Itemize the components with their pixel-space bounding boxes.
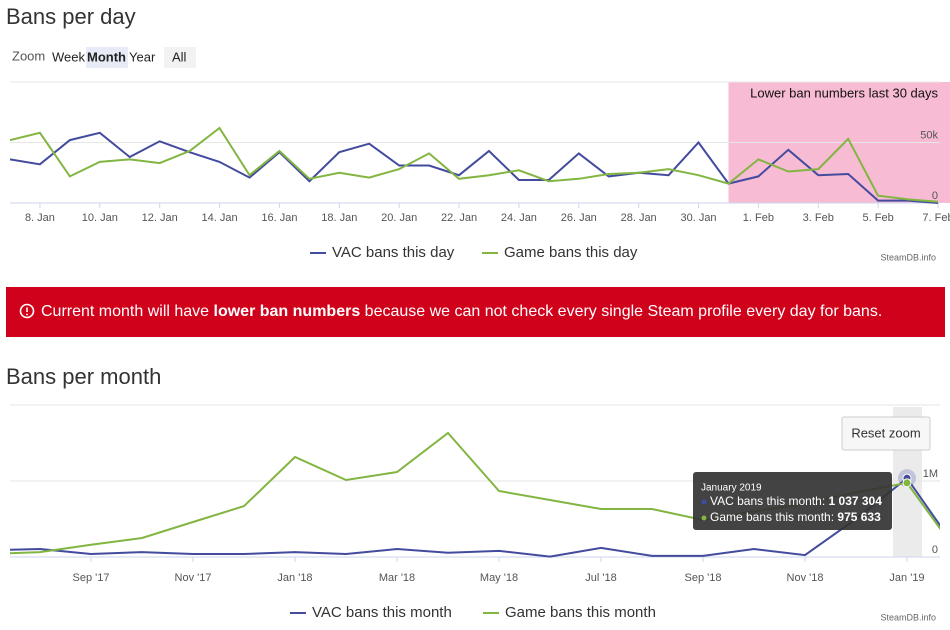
x-tick-label: 1. Feb xyxy=(743,212,774,224)
reset-zoom-label[interactable]: Reset zoom xyxy=(851,425,920,440)
legend-label[interactable]: VAC bans this day xyxy=(332,244,455,261)
legend-item[interactable]: Game bans this day xyxy=(482,244,638,261)
x-tick-label: Nov '17 xyxy=(175,572,212,584)
series-line xyxy=(10,126,939,203)
alert-part: because we can not check every single St… xyxy=(360,303,882,320)
zoom-button[interactable]: Week xyxy=(52,49,85,64)
legend-item[interactable]: VAC bans this month xyxy=(290,604,452,621)
x-tick-label: 18. Jan xyxy=(321,212,357,224)
chart: Bans per month 0 1M Sep '17 Nov '17 Jan '18 Ma… xyxy=(6,364,940,622)
y-tick-label: 1M xyxy=(923,468,938,480)
x-tick-label: 30. Jan xyxy=(680,212,716,224)
x-tick-label: 10. Jan xyxy=(82,212,118,224)
alert-icon xyxy=(19,303,35,319)
chart-title: Bans per day xyxy=(6,4,136,29)
tooltip-title: January 2019 xyxy=(701,483,762,494)
tooltip-row: Game bans this month: 975 633 xyxy=(710,510,881,524)
alert-icon xyxy=(26,313,28,316)
y-tick-label: 50k xyxy=(920,129,938,141)
tooltip-value: 975 633 xyxy=(837,510,881,524)
x-tick-label: 16. Jan xyxy=(261,212,297,224)
x-tick-label: Jan '18 xyxy=(277,572,312,584)
reset-zoom-bg[interactable] xyxy=(841,416,931,451)
x-tick-label: 7. Feb xyxy=(922,212,950,224)
alert-part: Current month will have xyxy=(41,303,214,320)
tooltip-series-name: VAC bans this month xyxy=(710,494,822,508)
alert: Current month will have lower ban number… xyxy=(6,287,945,337)
alert-text: Current month will have lower ban number… xyxy=(41,303,882,320)
tooltip-value: 1 037 304 xyxy=(829,494,883,508)
alert-part: lower ban numbers xyxy=(214,303,361,320)
x-tick-label: 20. Jan xyxy=(381,212,417,224)
series-line xyxy=(10,131,939,204)
tooltip-row: VAC bans this month: 1 037 304 xyxy=(710,494,882,508)
zoom-button-label[interactable]: Year xyxy=(129,49,156,64)
x-tick-label: 14. Jan xyxy=(202,212,238,224)
zoom-button-bg xyxy=(86,47,128,68)
x-tick-label: 8. Jan xyxy=(25,212,55,224)
x-tick-label: May '18 xyxy=(480,572,518,584)
zoom-button-label[interactable]: Month xyxy=(87,49,126,64)
tooltip-sep: : xyxy=(822,494,829,508)
x-tick-label: Jan '19 xyxy=(889,572,924,584)
tooltip-sep: : xyxy=(831,510,838,524)
credit: SteamDB.info xyxy=(880,252,936,262)
x-tick-label: 3. Feb xyxy=(803,212,834,224)
tooltip-dot xyxy=(701,499,707,505)
x-tick-label: 5. Feb xyxy=(863,212,894,224)
x-tick-label: 12. Jan xyxy=(142,212,178,224)
chart-title: Bans per month xyxy=(6,364,161,389)
x-tick-label: 22. Jan xyxy=(441,212,477,224)
series-line xyxy=(10,476,940,558)
legend-label[interactable]: Game bans this day xyxy=(504,244,638,261)
zoom-button-label[interactable]: Week xyxy=(52,49,85,64)
zoom-button-bg xyxy=(164,47,196,68)
x-tick-label: Nov '18 xyxy=(787,572,824,584)
hover-marker xyxy=(902,478,912,488)
legend-item[interactable]: Game bans this month xyxy=(483,604,656,621)
zoom-button[interactable]: Month xyxy=(86,47,128,68)
plot-band-label: Lower ban numbers last 30 days xyxy=(750,85,938,100)
x-tick-label: Mar '18 xyxy=(379,572,415,584)
x-tick-label: Jul '18 xyxy=(585,572,616,584)
legend-label[interactable]: VAC bans this month xyxy=(312,604,452,621)
zoom-button[interactable]: All xyxy=(164,47,196,68)
tooltip-series-name: Game bans this month xyxy=(710,510,831,524)
chart: Bans per day Lower ban numbers last 30 da… xyxy=(6,4,950,262)
x-tick-label: 26. Jan xyxy=(561,212,597,224)
tooltip-dot xyxy=(701,515,707,521)
zoom-button[interactable]: Year xyxy=(129,49,156,64)
y-tick-label: 0 xyxy=(932,190,938,202)
legend-label[interactable]: Game bans this month xyxy=(505,604,656,621)
x-tick-label: 24. Jan xyxy=(501,212,537,224)
x-tick-label: 28. Jan xyxy=(621,212,657,224)
x-tick-label: Sep '18 xyxy=(685,572,722,584)
x-tick-label: Sep '17 xyxy=(73,572,110,584)
zoom-label: Zoom xyxy=(12,48,45,63)
tooltip-box xyxy=(693,472,892,530)
legend-item[interactable]: VAC bans this day xyxy=(310,244,455,261)
reset-zoom-button[interactable]: Reset zoom xyxy=(841,416,931,451)
zoom-button-label[interactable]: All xyxy=(172,49,187,64)
alert-box xyxy=(6,287,945,337)
y-tick-label: 0 xyxy=(932,544,938,556)
credit: SteamDB.info xyxy=(880,612,936,622)
